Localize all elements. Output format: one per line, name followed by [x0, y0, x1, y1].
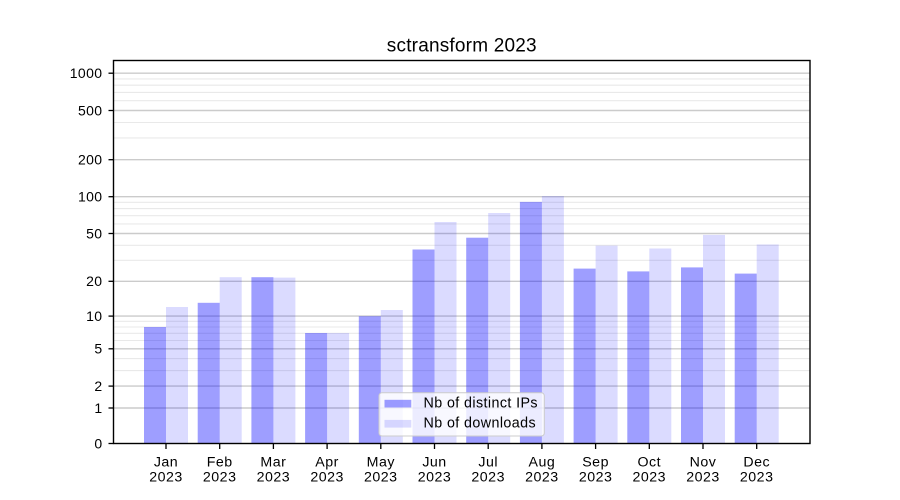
svg-text:Feb: Feb [207, 455, 233, 471]
svg-text:200: 200 [78, 152, 103, 168]
svg-text:Nb of distinct IPs: Nb of distinct IPs [424, 396, 538, 412]
svg-text:10: 10 [86, 308, 102, 324]
svg-text:Jan: Jan [154, 455, 178, 471]
svg-text:May: May [367, 455, 396, 471]
svg-text:2023: 2023 [471, 470, 505, 486]
svg-text:5: 5 [94, 341, 102, 357]
svg-text:Jun: Jun [422, 455, 446, 471]
svg-text:2: 2 [94, 378, 102, 394]
svg-text:2023: 2023 [257, 470, 291, 486]
svg-text:2023: 2023 [364, 470, 398, 486]
svg-text:2023: 2023 [686, 470, 720, 486]
svg-text:Dec: Dec [743, 455, 770, 471]
svg-text:500: 500 [78, 102, 103, 118]
svg-text:Mar: Mar [260, 455, 286, 471]
svg-text:2023: 2023 [149, 470, 183, 486]
svg-text:50: 50 [86, 225, 102, 241]
svg-text:Nb of downloads: Nb of downloads [424, 416, 537, 432]
svg-text:2023: 2023 [633, 470, 667, 486]
svg-text:1000: 1000 [70, 65, 103, 81]
svg-text:Jul: Jul [478, 455, 498, 471]
svg-text:2023: 2023 [310, 470, 344, 486]
svg-text:Aug: Aug [529, 455, 556, 471]
svg-text:Apr: Apr [315, 455, 339, 471]
svg-text:sctransform 2023: sctransform 2023 [387, 36, 537, 57]
svg-text:2023: 2023 [203, 470, 237, 486]
svg-text:Nov: Nov [690, 455, 717, 471]
svg-text:2023: 2023 [579, 470, 613, 486]
svg-text:20: 20 [86, 273, 102, 289]
svg-text:0: 0 [94, 435, 102, 451]
svg-text:Oct: Oct [638, 455, 662, 471]
svg-text:1: 1 [94, 400, 102, 416]
svg-text:2023: 2023 [525, 470, 559, 486]
svg-text:2023: 2023 [740, 470, 774, 486]
svg-text:Sep: Sep [582, 455, 609, 471]
svg-text:100: 100 [78, 189, 103, 205]
svg-text:2023: 2023 [418, 470, 452, 486]
